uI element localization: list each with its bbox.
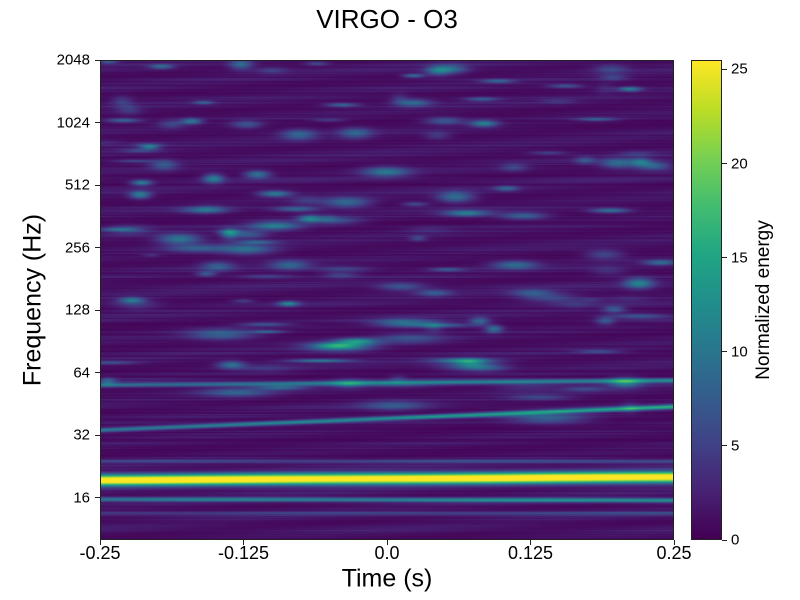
y-tick-mark	[95, 122, 100, 124]
colorbar-tick-label: 25	[731, 60, 748, 78]
colorbar-tick-mark	[722, 163, 727, 165]
y-tick-label: 2048	[56, 51, 90, 69]
plot-area	[100, 60, 674, 540]
x-axis-label: Time (s)	[341, 564, 433, 593]
colorbar-tick-mark	[722, 257, 727, 259]
x-tick-mark	[530, 540, 531, 545]
x-tick-label: 0.25	[656, 543, 692, 563]
colorbar-tick-mark	[722, 351, 727, 353]
colorbar-tick-label: 10	[731, 343, 748, 361]
chart-title: VIRGO - O3	[316, 4, 458, 34]
x-tick-label: 0.125	[507, 543, 554, 563]
y-tick-label: 32	[73, 426, 90, 444]
y-tick-mark	[95, 372, 100, 374]
y-tick-mark	[95, 434, 100, 436]
colorbar-tick-label: 0	[731, 531, 740, 549]
colorbar-tick-mark	[722, 539, 727, 541]
y-tick-mark	[95, 184, 100, 186]
y-tick-label: 16	[73, 489, 90, 507]
y-axis-label: Frequency (Hz)	[18, 213, 47, 387]
colorbar	[691, 60, 722, 540]
y-tick-label: 1024	[56, 114, 90, 132]
y-tick-mark	[95, 309, 100, 311]
x-tick-mark	[673, 540, 675, 545]
x-tick-mark	[243, 540, 244, 545]
y-tick-label: 128	[64, 301, 90, 319]
y-tick-label: 64	[73, 364, 90, 382]
colorbar-tick-label: 20	[731, 155, 748, 173]
x-tick-label: -0.125	[217, 543, 270, 563]
colorbar-tick-mark	[722, 68, 727, 70]
x-tick-label: 0.0	[374, 543, 400, 563]
colorbar-tick-label: 5	[731, 437, 740, 455]
y-tick-label: 512	[64, 176, 90, 194]
y-tick-label: 256	[64, 239, 90, 257]
x-tick-mark	[386, 540, 388, 545]
y-tick-mark	[95, 497, 100, 499]
x-tick-label: -0.25	[79, 543, 121, 563]
spectrogram-heatmap	[101, 61, 673, 539]
colorbar-label: Normalized energy	[753, 220, 774, 380]
y-tick-mark	[95, 59, 100, 61]
y-tick-mark	[95, 247, 100, 249]
colorbar-tick-mark	[722, 445, 727, 447]
colorbar-tick-label: 15	[731, 249, 748, 267]
x-tick-mark	[99, 540, 101, 545]
